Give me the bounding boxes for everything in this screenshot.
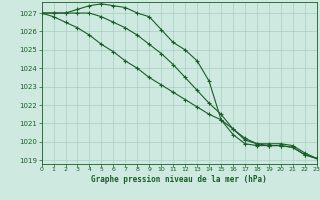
X-axis label: Graphe pression niveau de la mer (hPa): Graphe pression niveau de la mer (hPa) — [91, 175, 267, 184]
